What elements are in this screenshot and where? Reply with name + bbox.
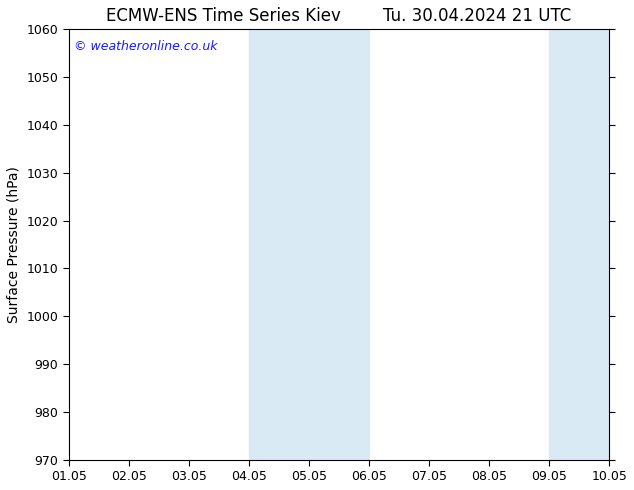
Bar [549, 29, 609, 460]
Title: ECMW-ENS Time Series Kiev        Tu. 30.04.2024 21 UTC: ECMW-ENS Time Series Kiev Tu. 30.04.2024… [107, 7, 572, 25]
Bar [249, 29, 369, 460]
Text: © weatheronline.co.uk: © weatheronline.co.uk [74, 40, 217, 53]
Y-axis label: Surface Pressure (hPa): Surface Pressure (hPa) [7, 166, 21, 323]
